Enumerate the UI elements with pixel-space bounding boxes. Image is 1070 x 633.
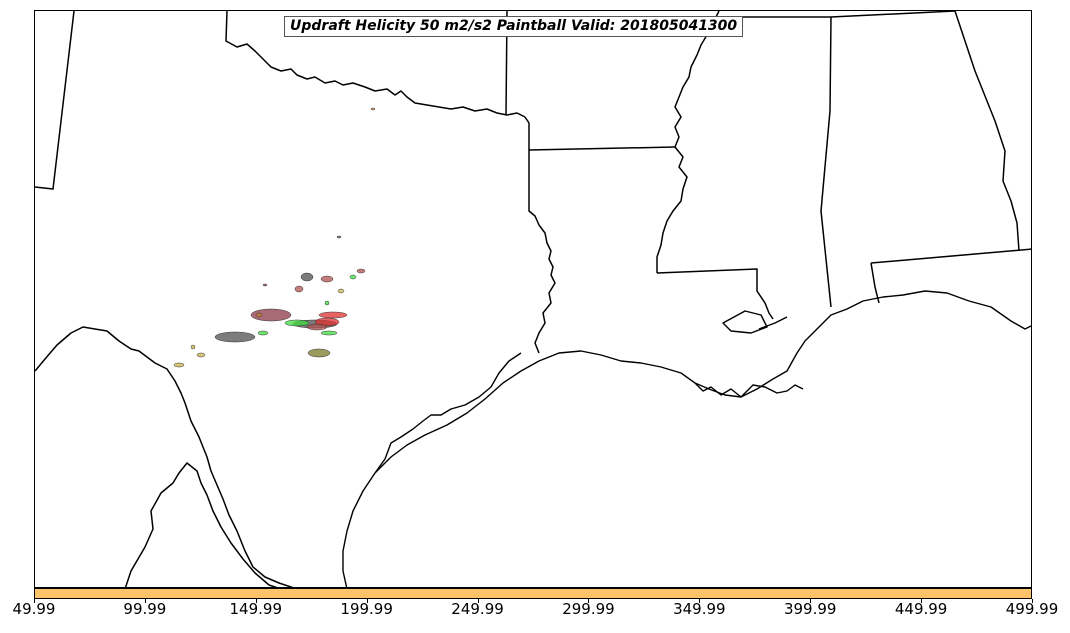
- colorbar-tick-mark: [255, 599, 257, 603]
- ms-river-south: [656, 146, 688, 273]
- colorbar-tick-mark: [34, 599, 35, 603]
- bay-detail: [374, 352, 522, 474]
- tx-la-border: [524, 116, 556, 354]
- ms-al-border: [820, 16, 832, 308]
- paintball-blob: [250, 308, 292, 322]
- paintball-blob: [262, 283, 268, 287]
- gulf-coast: [342, 290, 1031, 587]
- paintball-blob: [300, 272, 314, 282]
- paintball-blob: [324, 300, 330, 306]
- paintball-blob: [173, 362, 185, 368]
- colorbar-tick-label: 249.99: [451, 600, 504, 618]
- map-canvas: [35, 11, 1031, 587]
- paintball-blob: [284, 319, 310, 327]
- paintball-blob: [356, 268, 366, 274]
- mexico-border: [35, 326, 294, 587]
- colorbar-tick-mark: [477, 599, 479, 603]
- colorbar-tick-label: 299.99: [562, 600, 615, 618]
- colorbar-tick-mark: [921, 599, 923, 603]
- map-title: Updraft Helicity 50 m2/s2 Paintball Vali…: [284, 16, 744, 37]
- paintball-layer: [173, 107, 376, 368]
- al-ga-border: [954, 11, 1020, 252]
- paintball-blob: [336, 235, 342, 239]
- paintball-blob: [307, 348, 331, 358]
- la-ms-border: [656, 268, 774, 320]
- paintball-blob: [320, 275, 334, 283]
- paintball-blob: [318, 311, 348, 319]
- paintball-blob: [337, 288, 345, 294]
- paintball-blob: [349, 274, 357, 280]
- colorbar-tick-mark: [144, 599, 146, 603]
- state-borders: [35, 11, 1031, 587]
- paintball-blob: [370, 107, 376, 111]
- red-river-border: [225, 11, 526, 118]
- paintball-blob: [196, 352, 206, 358]
- colorbar-tick-label: 149.99: [229, 600, 283, 618]
- colorbar-tick-label: 399.99: [783, 600, 837, 618]
- paintball-blob: [190, 344, 196, 350]
- paintball-blob: [214, 331, 256, 343]
- colorbar-tick-label: 449.99: [894, 600, 948, 618]
- colorbar: [34, 588, 1032, 599]
- al-panhandle: [870, 262, 880, 304]
- colorbar-tick-label: 99.99: [123, 600, 167, 618]
- la-delta: [694, 382, 804, 398]
- colorbar-tick-mark: [366, 599, 368, 603]
- al-fl-border: [870, 248, 1031, 264]
- map-panel: [34, 10, 1032, 588]
- paintball-blob: [306, 323, 328, 331]
- paintball-blob: [320, 330, 338, 336]
- paintball-blob: [255, 312, 263, 318]
- colorbar-tick-label: 499.99: [1005, 600, 1059, 618]
- lake-pontch: [722, 310, 768, 334]
- mexico-inner: [124, 462, 278, 587]
- colorbar-tick-label: 349.99: [673, 600, 726, 618]
- colorbar-tick-mark: [1032, 599, 1033, 603]
- nm-border: [35, 11, 75, 190]
- colorbar-tick-label: 49.99: [12, 600, 56, 618]
- colorbar-tick-mark: [810, 599, 812, 603]
- colorbar-tick-mark: [699, 599, 701, 603]
- ms-barrier: [758, 316, 788, 330]
- colorbar-tick-label: 199.99: [340, 600, 393, 618]
- paintball-blob: [257, 330, 269, 336]
- ar-la-border: [528, 146, 676, 151]
- paintball-blob: [294, 285, 304, 293]
- colorbar-tick-mark: [588, 599, 590, 603]
- coastline: [342, 290, 1031, 587]
